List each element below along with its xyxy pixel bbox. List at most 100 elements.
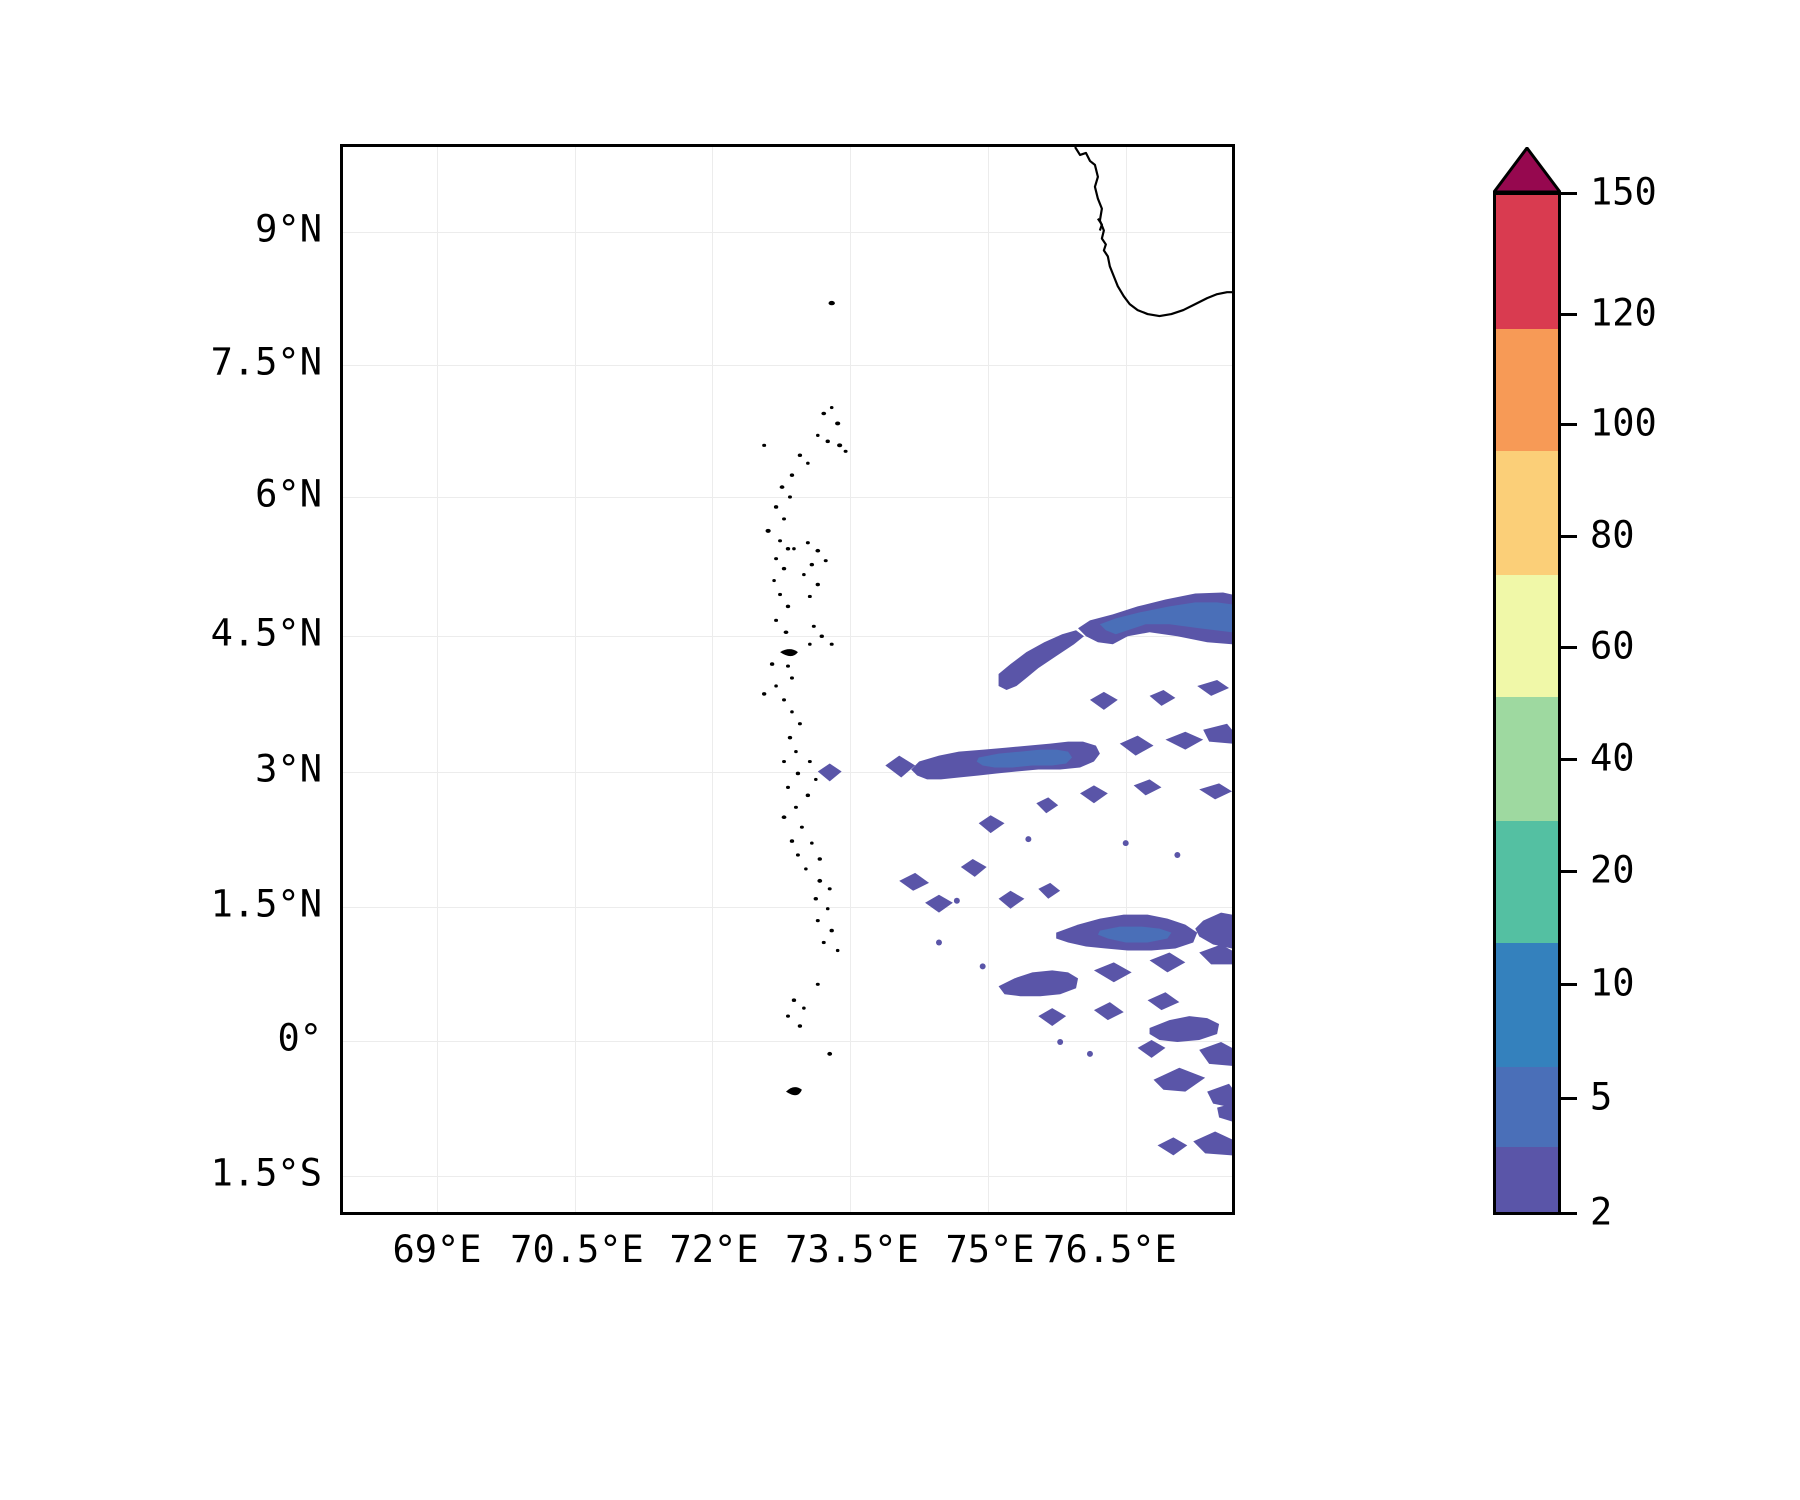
y-tick-label: 6°N <box>255 472 322 516</box>
rainfall-patch <box>1153 1067 1206 1092</box>
colorbar-tick-label: 10 <box>1590 961 1635 1005</box>
colorbar-segment <box>1496 943 1558 1067</box>
colorbar-tick-mark <box>1561 313 1577 316</box>
coastline-india-inlet <box>1096 217 1103 231</box>
gridline-horizontal <box>343 1176 1232 1177</box>
x-tick-label: 69°E <box>392 1228 482 1271</box>
gridline-horizontal <box>343 497 1232 498</box>
colorbar-segment <box>1496 195 1558 329</box>
rainfall-speck <box>1057 1038 1064 1045</box>
rainfall-patch <box>1157 1137 1188 1156</box>
gridline-vertical <box>1126 147 1127 1212</box>
colorbar-tick-label: 100 <box>1590 401 1657 445</box>
y-tick-label: 9°N <box>255 207 322 251</box>
colorbar-tick-label: 40 <box>1590 736 1635 780</box>
x-tick-label: 70.5°E <box>510 1228 644 1271</box>
rainfall-patch <box>1199 944 1232 965</box>
coastline-india-mainland <box>1074 147 1232 318</box>
colorbar-tick-label: 120 <box>1590 291 1657 335</box>
y-tick-label: 1.5°S <box>210 1151 322 1195</box>
colorbar-segment <box>1496 821 1558 943</box>
colorbar-segment <box>1496 1067 1558 1147</box>
colorbar-tick-label: 80 <box>1590 513 1635 557</box>
y-tick-label: 4.5°N <box>210 611 322 655</box>
rainfall-speck <box>1174 852 1181 858</box>
colorbar-tick-mark <box>1561 192 1577 195</box>
rainfall-patch <box>960 858 987 877</box>
colorbar-tick-mark <box>1561 983 1577 986</box>
rainfall-patch <box>1193 1131 1232 1156</box>
gridline-horizontal <box>343 232 1232 233</box>
colorbar-segment <box>1496 575 1558 697</box>
rainfall-patch <box>1199 1041 1232 1066</box>
gridline-vertical <box>575 147 576 1212</box>
rainfall-patch <box>1038 882 1061 899</box>
rainfall-patch <box>1133 779 1162 796</box>
rainfall-contours <box>817 592 1232 1156</box>
rainfall-speck <box>935 939 942 946</box>
colorbar-segment <box>1496 1147 1558 1212</box>
rainfall-patch <box>978 815 1005 834</box>
rainfall-patch <box>1119 735 1154 756</box>
x-tick-label: 72°E <box>669 1228 759 1271</box>
rainfall-patch <box>885 755 916 778</box>
colorbar-tick-label: 150 <box>1590 170 1657 214</box>
x-tick-label: 75°E <box>945 1228 1035 1271</box>
colorbar-tick-mark <box>1561 870 1577 873</box>
rainfall-patch <box>1149 952 1186 973</box>
rainfall-patch <box>1207 1083 1232 1108</box>
colorbar <box>1493 147 1561 1215</box>
rainfall-patch <box>1137 1039 1166 1058</box>
rainfall-patch <box>817 763 842 782</box>
gridline-horizontal <box>343 1041 1232 1042</box>
y-tick-label: 1.5°N <box>210 882 322 926</box>
rainfall-patch <box>976 749 1073 768</box>
colorbar-tick-label: 20 <box>1590 848 1635 892</box>
colorbar-gradient-body <box>1493 192 1561 1215</box>
rainfall-patch <box>1036 797 1059 814</box>
colorbar-extend-max-arrow <box>1493 147 1561 193</box>
rainfall-speck <box>1025 836 1032 843</box>
rainfall-patch <box>1217 1103 1232 1122</box>
colorbar-tick-mark <box>1561 1097 1577 1100</box>
rainfall-patch <box>1203 723 1232 744</box>
colorbar-tick-label: 60 <box>1590 624 1635 668</box>
gridline-vertical <box>850 147 851 1212</box>
rainfall-speck <box>953 897 960 904</box>
colorbar-segment <box>1496 329 1558 451</box>
y-tick-label: 3°N <box>255 747 322 791</box>
gridline-horizontal <box>343 772 1232 773</box>
lakshadweep-islands <box>761 300 848 1096</box>
colorbar-tick-mark <box>1561 1212 1577 1215</box>
y-tick-label: 7.5°N <box>210 340 322 384</box>
colorbar-tick-mark <box>1561 423 1577 426</box>
rainfall-patch <box>1093 962 1132 983</box>
rainfall-patch <box>899 872 930 891</box>
gridline-vertical <box>437 147 438 1212</box>
rainfall-patch <box>1038 1008 1067 1027</box>
colorbar-tick-mark <box>1561 758 1577 761</box>
rainfall-speck <box>1122 840 1129 847</box>
rainfall-patch <box>1089 691 1118 710</box>
gridline-horizontal <box>343 907 1232 908</box>
y-tick-label: 0° <box>277 1016 322 1060</box>
gridline-vertical <box>712 147 713 1212</box>
gridline-horizontal <box>343 636 1232 637</box>
map-content-svg <box>761 147 1232 1156</box>
rainfall-patch <box>998 970 1079 997</box>
coastlines <box>1074 147 1232 318</box>
rainfall-patch <box>1097 926 1172 943</box>
rainfall-patch <box>925 894 953 913</box>
rainfall-patch <box>1197 679 1230 696</box>
colorbar-tick-label: 5 <box>1590 1075 1613 1119</box>
rainfall-patch <box>1149 1016 1220 1042</box>
map-canvas <box>343 147 1232 1212</box>
rainfall-patch <box>998 890 1025 909</box>
rainfall-patch <box>1080 785 1108 804</box>
rainfall-patch <box>1149 689 1176 706</box>
colorbar-tick-label: 2 <box>1590 1190 1613 1234</box>
gridline-vertical <box>988 147 989 1212</box>
colorbar-segment <box>1496 451 1558 575</box>
colorbar-tick-mark <box>1561 646 1577 649</box>
